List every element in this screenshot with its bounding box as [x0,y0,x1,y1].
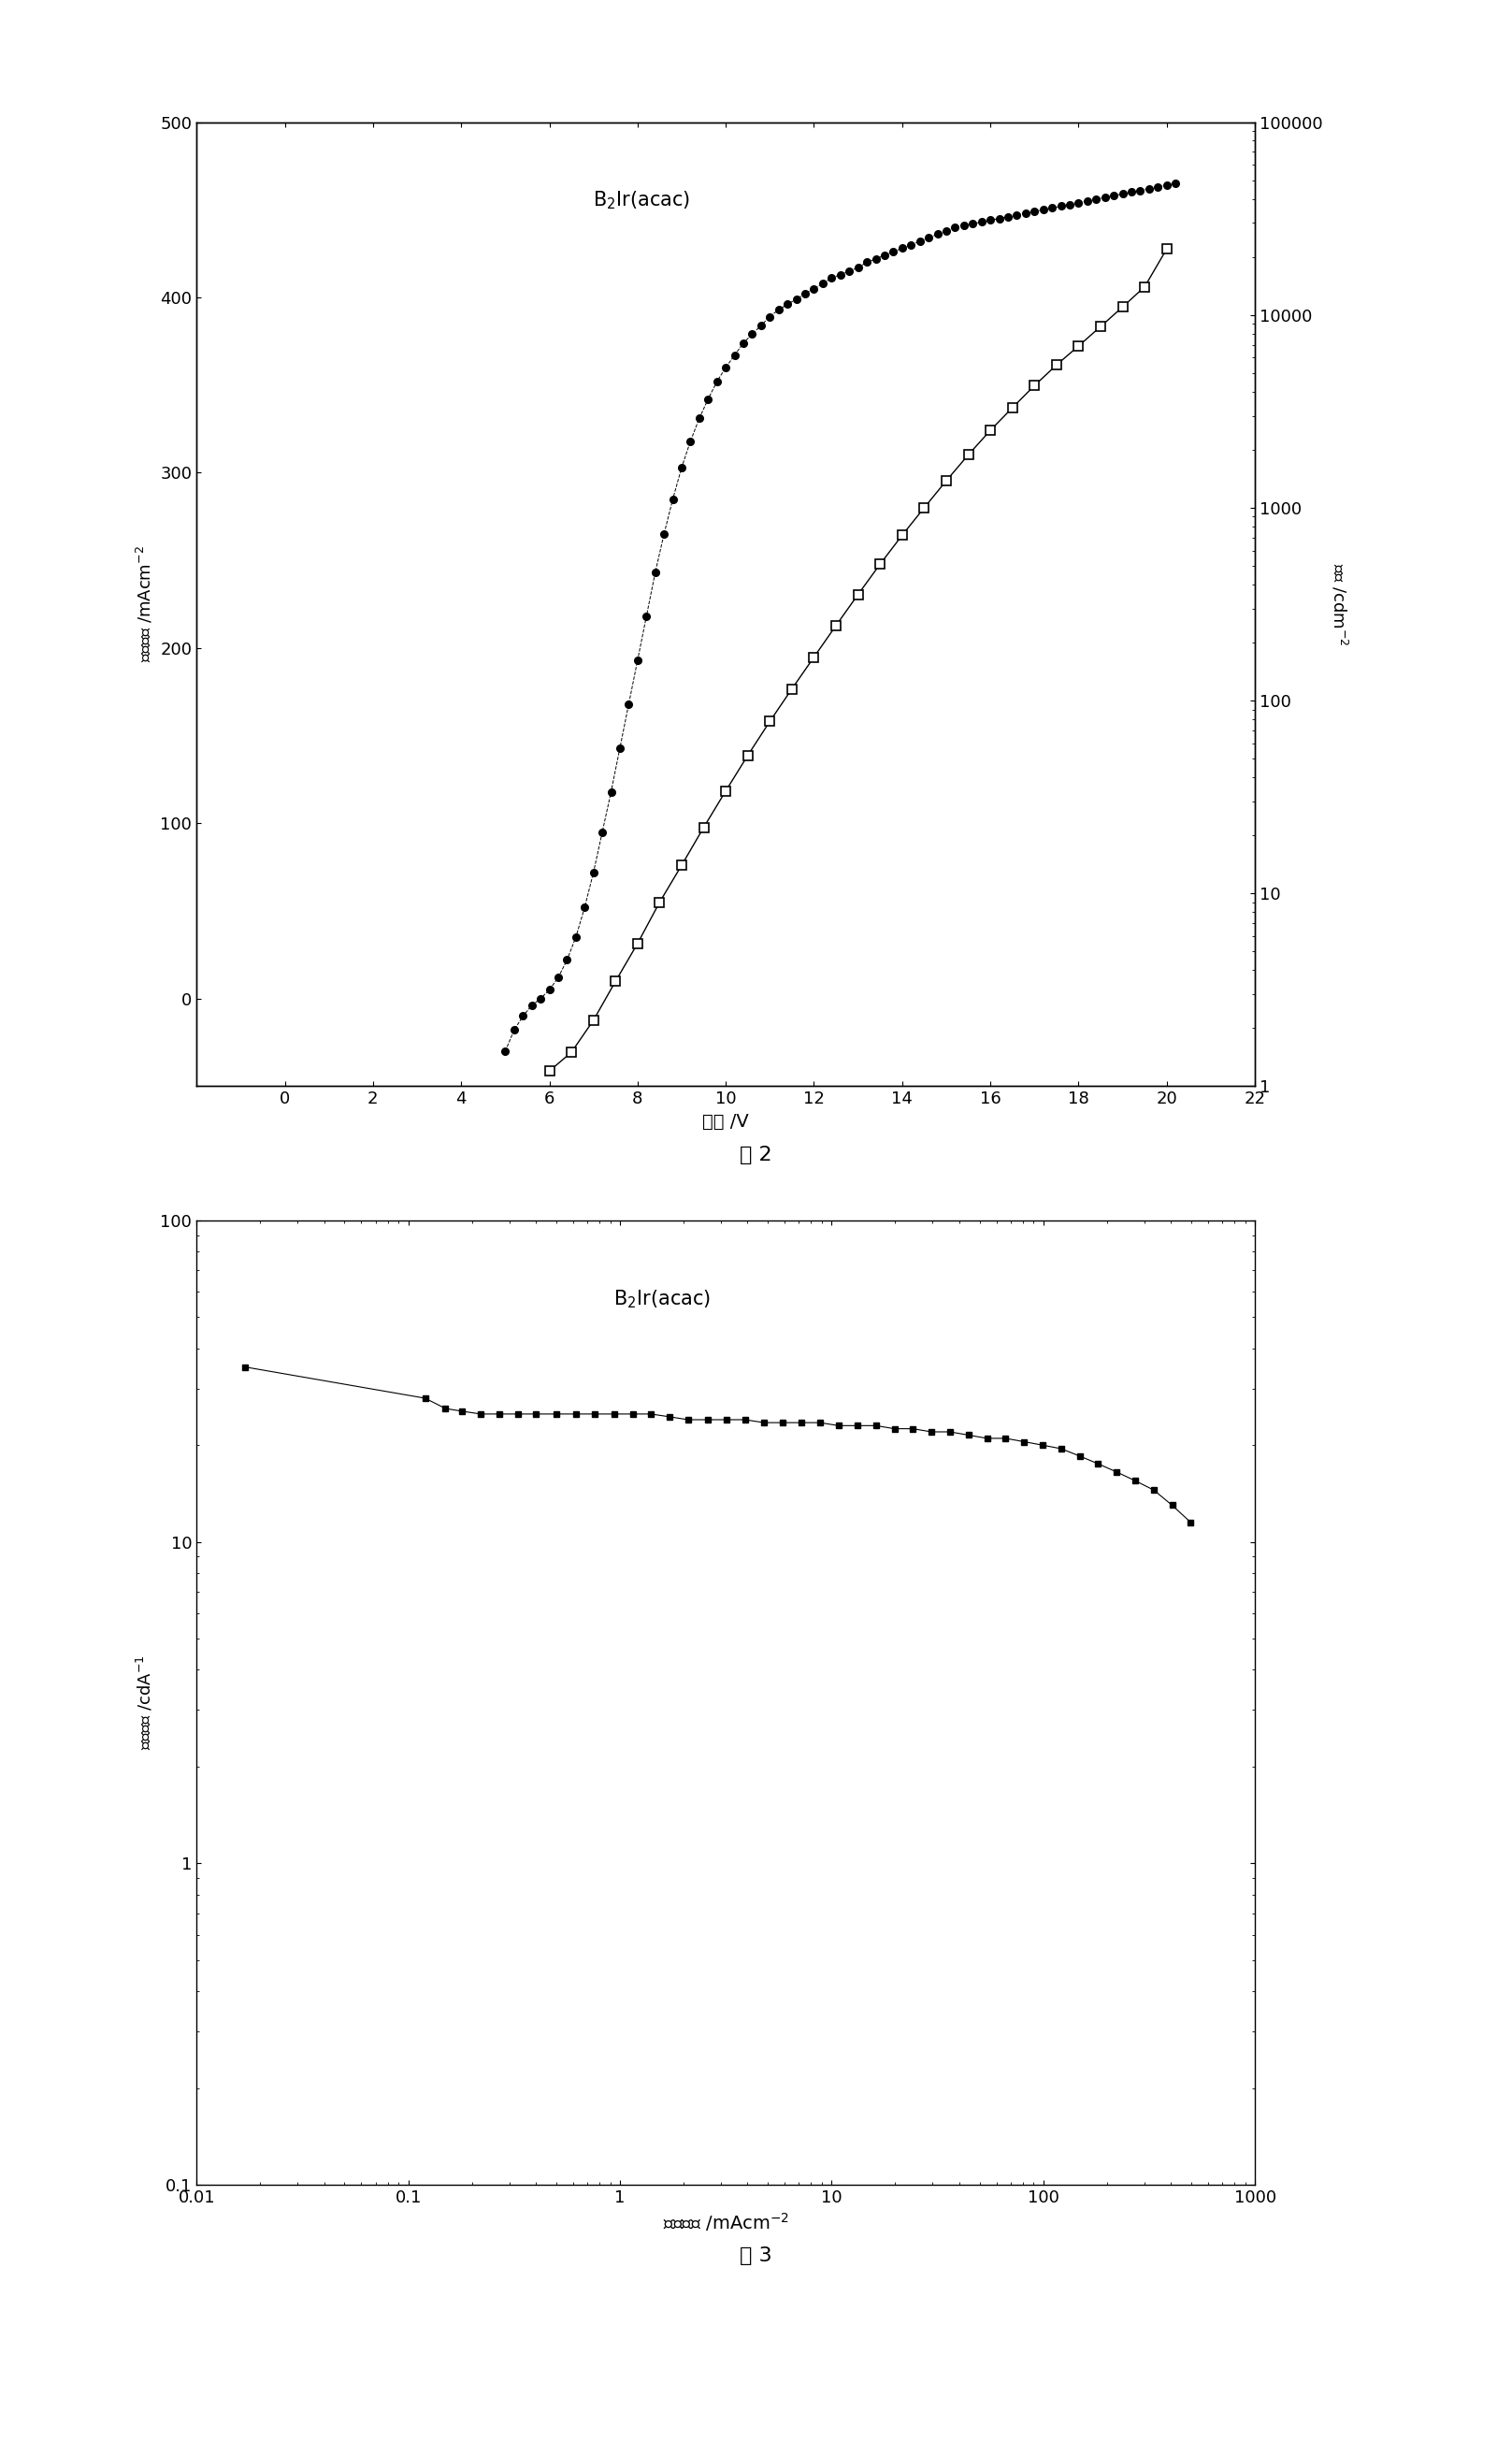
Y-axis label: 电流效率 /cdA$^{-1}$: 电流效率 /cdA$^{-1}$ [136,1655,156,1750]
Y-axis label: 亮度 /cdm$^{-2}$: 亮度 /cdm$^{-2}$ [1329,564,1349,644]
X-axis label: 电流密度 /mAcm$^{-2}$: 电流密度 /mAcm$^{-2}$ [662,2212,789,2234]
Y-axis label: 电流密度 /mAcm$^{-2}$: 电流密度 /mAcm$^{-2}$ [135,547,156,662]
Text: 图 2: 图 2 [739,1145,773,1164]
X-axis label: 电压 /V: 电压 /V [703,1113,748,1130]
Text: B$_2$Ir(acac): B$_2$Ir(acac) [614,1289,711,1311]
Text: 图 3: 图 3 [739,2246,773,2265]
Text: B$_2$Ir(acac): B$_2$Ir(acac) [593,190,689,212]
